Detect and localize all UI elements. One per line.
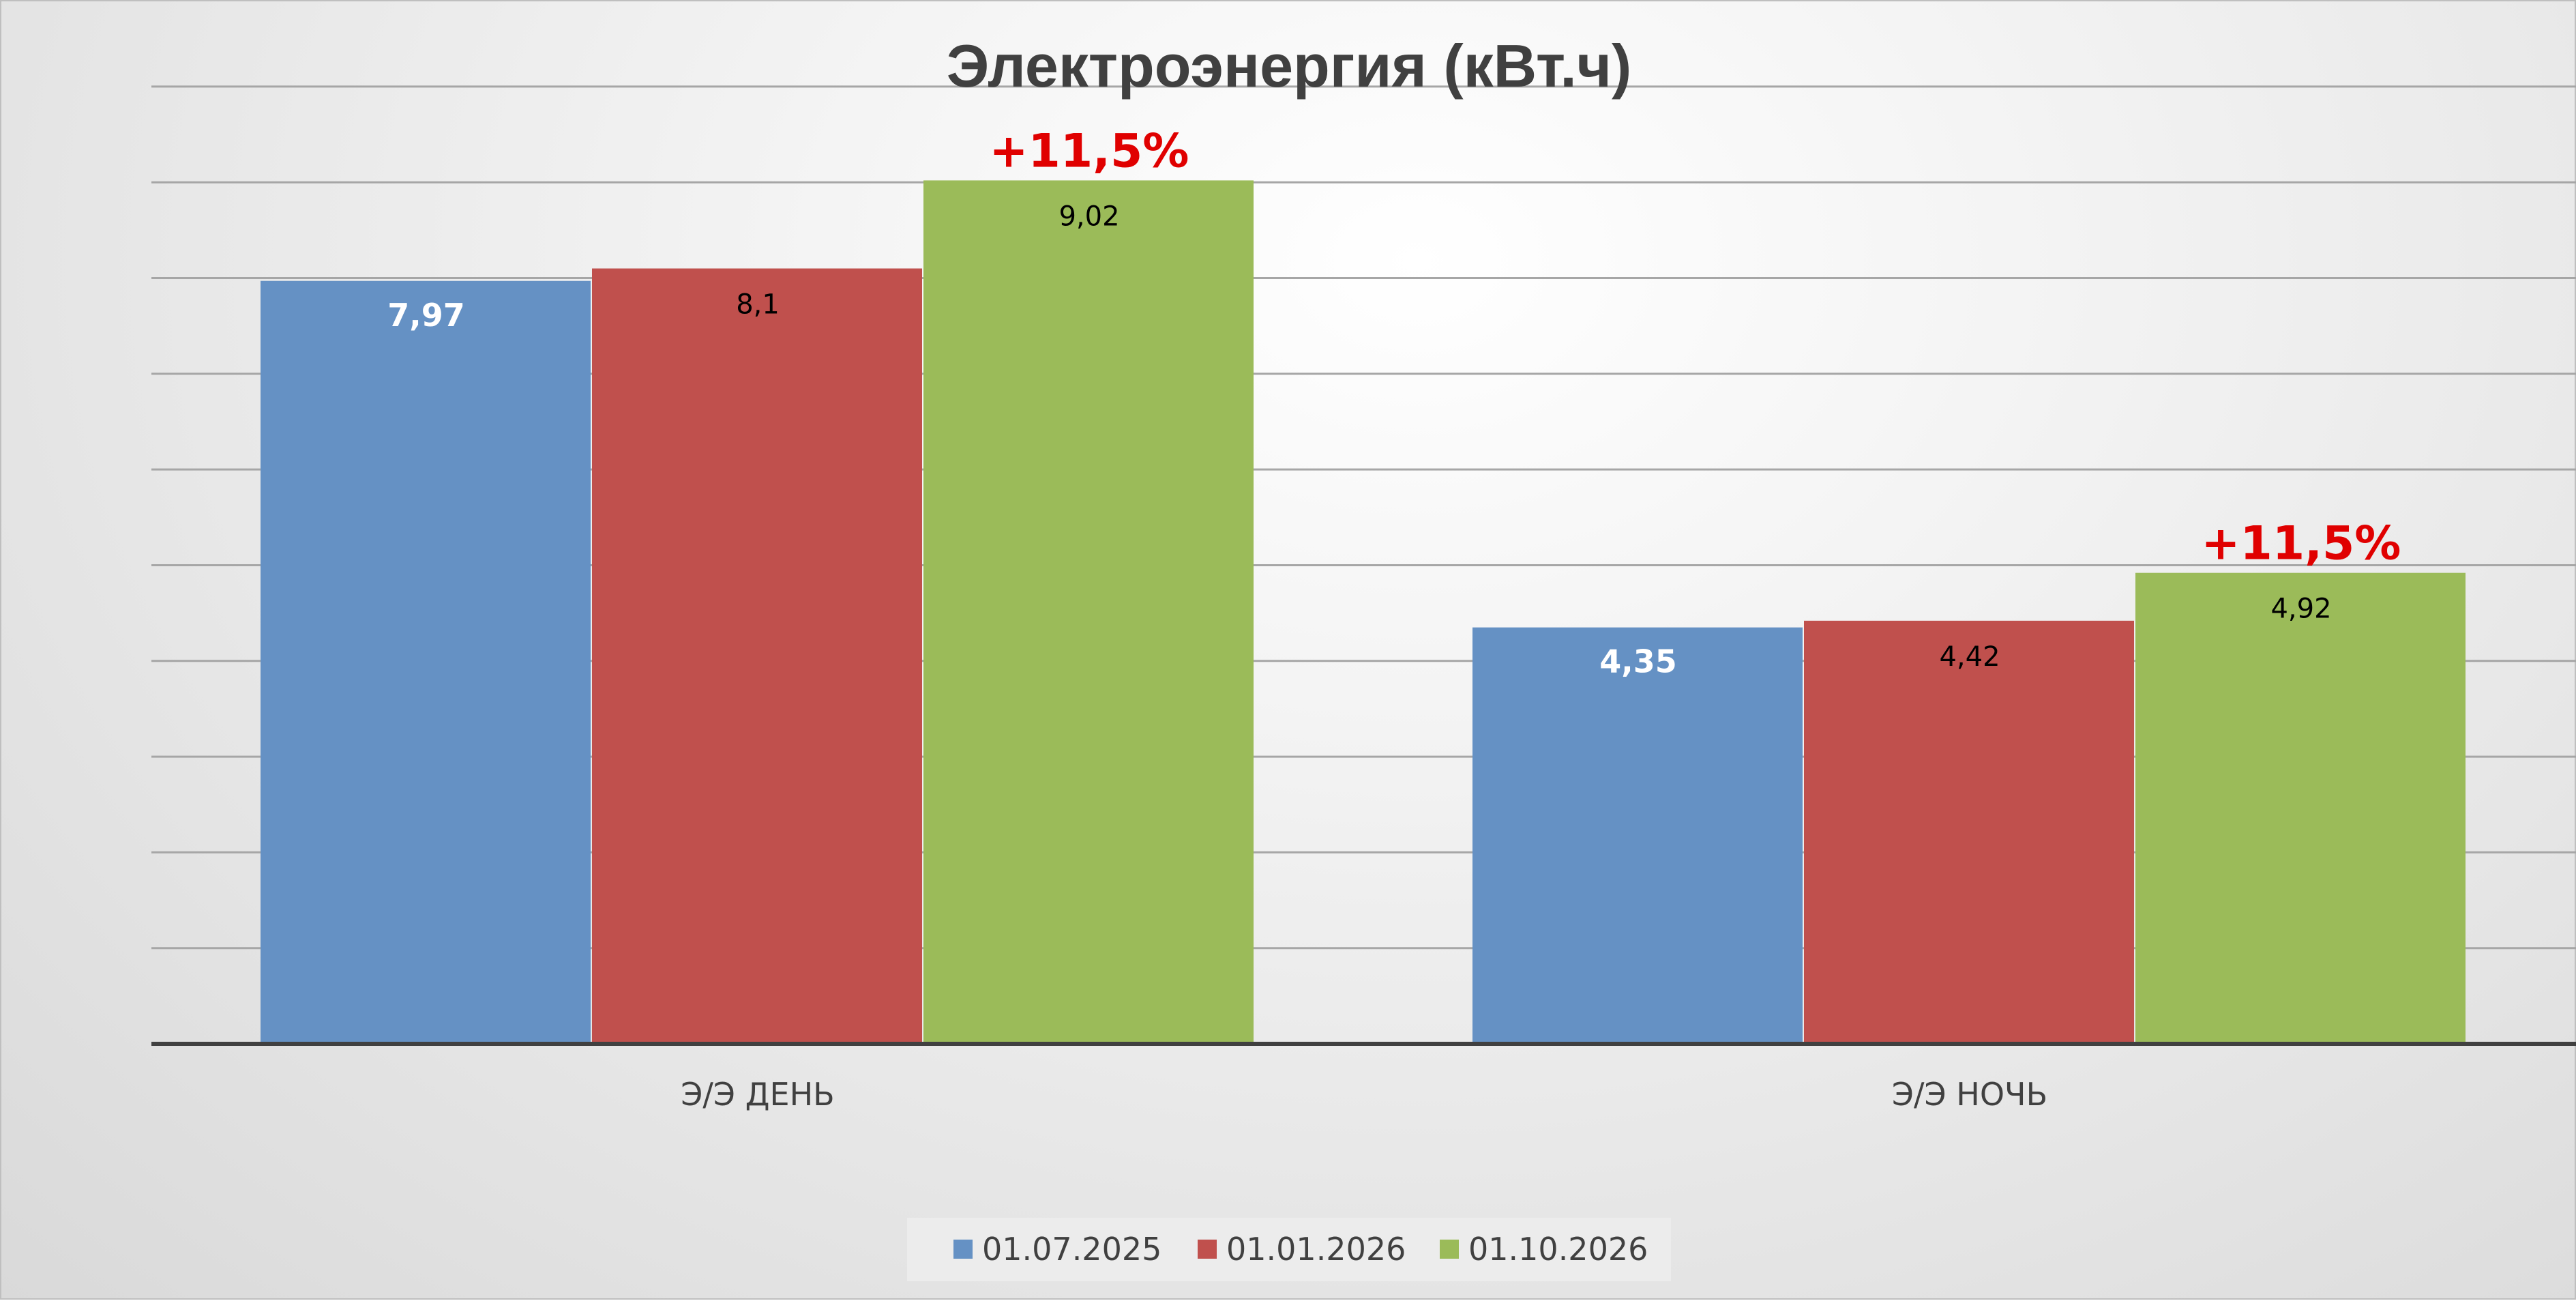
bar bbox=[2135, 572, 2466, 1044]
category-labels: Э/Э ДЕНЬ Э/Э НОЧЬ bbox=[681, 1076, 2047, 1113]
legend-item: 01.07.2025 bbox=[953, 1231, 1161, 1268]
data-label: 4,42 bbox=[1939, 641, 2000, 673]
legend: 01.07.2025 01.01.2026 01.10.2026 bbox=[907, 1218, 1671, 1281]
legend-swatch bbox=[953, 1240, 973, 1259]
data-label: 7,97 bbox=[387, 297, 465, 334]
bar bbox=[592, 268, 922, 1044]
data-label: 4,35 bbox=[1599, 643, 1677, 680]
data-label: 9,02 bbox=[1058, 201, 1119, 232]
chart-title: Электроэнергия (кВт.ч) bbox=[947, 32, 1632, 100]
category-label: Э/Э НОЧЬ bbox=[1892, 1076, 2047, 1113]
bar bbox=[1472, 627, 1803, 1044]
annotation-label: +11,5% bbox=[990, 124, 1189, 178]
legend-swatch bbox=[1198, 1240, 1217, 1259]
legend-label: 01.01.2026 bbox=[1226, 1231, 1406, 1268]
bars bbox=[261, 180, 2466, 1044]
bar bbox=[261, 280, 591, 1044]
category-label: Э/Э ДЕНЬ bbox=[681, 1076, 835, 1113]
annotation-label: +11,5% bbox=[2202, 517, 2401, 571]
data-label: 4,92 bbox=[2270, 594, 2331, 625]
data-labels: 7,97 8,1 9,02 4,35 4,42 4,92 +11,5% +11,5% bbox=[387, 124, 2401, 679]
legend-swatch bbox=[1440, 1240, 1459, 1259]
legend-label: 01.07.2025 bbox=[982, 1231, 1161, 1268]
legend-item: 01.01.2026 bbox=[1198, 1231, 1406, 1268]
bar bbox=[1804, 620, 2134, 1044]
legend-label: 01.10.2026 bbox=[1468, 1231, 1648, 1268]
bar bbox=[923, 180, 1254, 1044]
legend-item: 01.10.2026 bbox=[1440, 1231, 1648, 1268]
data-label: 8,1 bbox=[736, 289, 780, 321]
legend-background bbox=[907, 1218, 1671, 1281]
